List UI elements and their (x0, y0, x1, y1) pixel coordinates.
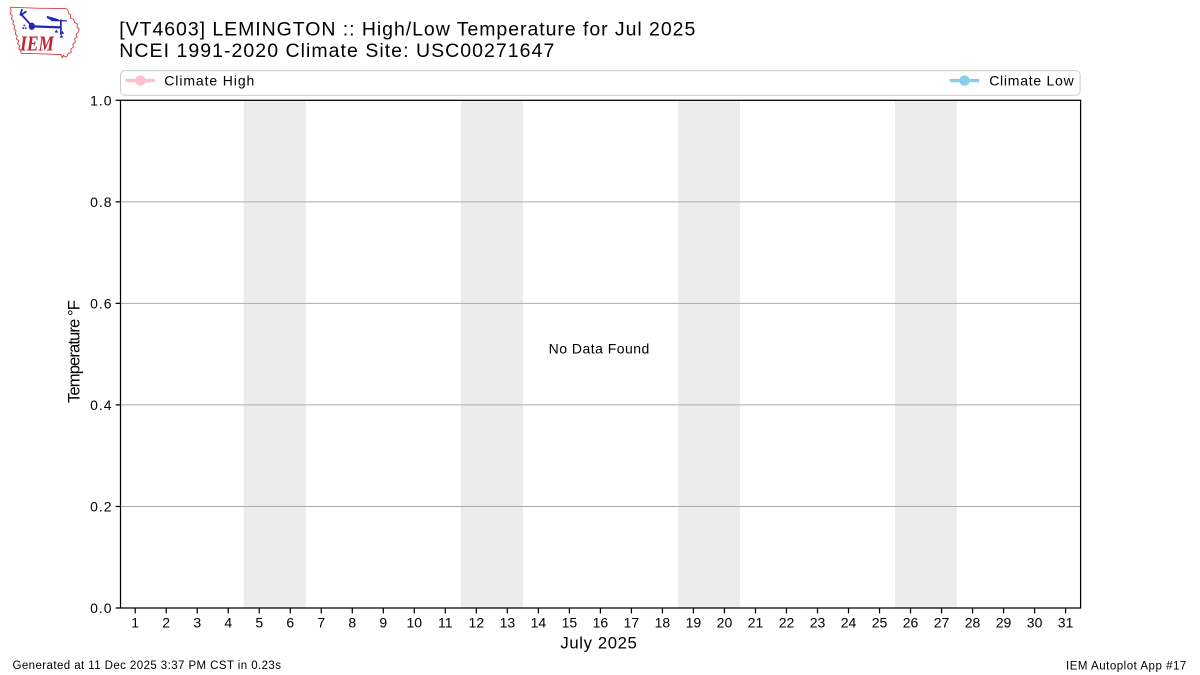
svg-text:IEM Autoplot App #17: IEM Autoplot App #17 (1066, 660, 1186, 672)
svg-text:0.8: 0.8 (90, 194, 112, 210)
svg-text:Generated at 11 Dec 2025 3:37: Generated at 11 Dec 2025 3:37 PM CST in … (13, 660, 282, 672)
svg-text:4: 4 (224, 615, 232, 631)
svg-text:7: 7 (317, 615, 325, 631)
svg-text:31: 31 (1058, 615, 1074, 631)
svg-text:9: 9 (379, 615, 387, 631)
svg-text:28: 28 (965, 615, 981, 631)
svg-text:6: 6 (286, 615, 294, 631)
svg-text:3: 3 (193, 615, 201, 631)
svg-text:20: 20 (717, 615, 733, 631)
svg-text:15: 15 (562, 615, 578, 631)
svg-text:1.0: 1.0 (90, 92, 112, 108)
svg-text:18: 18 (655, 615, 671, 631)
svg-text:5: 5 (255, 615, 263, 631)
svg-text:Climate High: Climate High (164, 72, 254, 88)
svg-text:10: 10 (407, 615, 423, 631)
svg-text:30: 30 (1027, 615, 1043, 631)
svg-text:22: 22 (779, 615, 795, 631)
svg-text:21: 21 (748, 615, 764, 631)
svg-text:16: 16 (593, 615, 609, 631)
svg-text:July 2025: July 2025 (560, 634, 636, 653)
svg-text:12: 12 (469, 615, 485, 631)
svg-text:No Data Found: No Data Found (549, 340, 650, 356)
svg-text:[VT4603] LEMINGTON :: High/Low: [VT4603] LEMINGTON :: High/Low Temperatu… (119, 19, 695, 41)
svg-text:24: 24 (841, 615, 857, 631)
svg-text:8: 8 (348, 615, 356, 631)
svg-text:IEM: IEM (19, 31, 55, 55)
svg-text:Temperature °F: Temperature °F (65, 300, 84, 403)
svg-text:19: 19 (686, 615, 702, 631)
svg-text:25: 25 (872, 615, 888, 631)
svg-text:0.0: 0.0 (90, 600, 112, 616)
svg-text:0.6: 0.6 (90, 295, 112, 311)
svg-text:13: 13 (500, 615, 516, 631)
svg-text:Climate Low: Climate Low (989, 72, 1074, 88)
svg-text:0.4: 0.4 (90, 397, 112, 413)
svg-text:0.2: 0.2 (90, 498, 112, 514)
svg-text:14: 14 (531, 615, 547, 631)
svg-text:NCEI 1991-2020 Climate Site: U: NCEI 1991-2020 Climate Site: USC00271647 (119, 40, 554, 62)
svg-text:29: 29 (996, 615, 1012, 631)
svg-text:27: 27 (934, 615, 950, 631)
svg-text:26: 26 (903, 615, 919, 631)
svg-text:11: 11 (438, 615, 453, 631)
svg-text:1: 1 (131, 615, 139, 631)
svg-text:2: 2 (162, 615, 170, 631)
svg-text:23: 23 (810, 615, 826, 631)
svg-text:17: 17 (624, 615, 640, 631)
